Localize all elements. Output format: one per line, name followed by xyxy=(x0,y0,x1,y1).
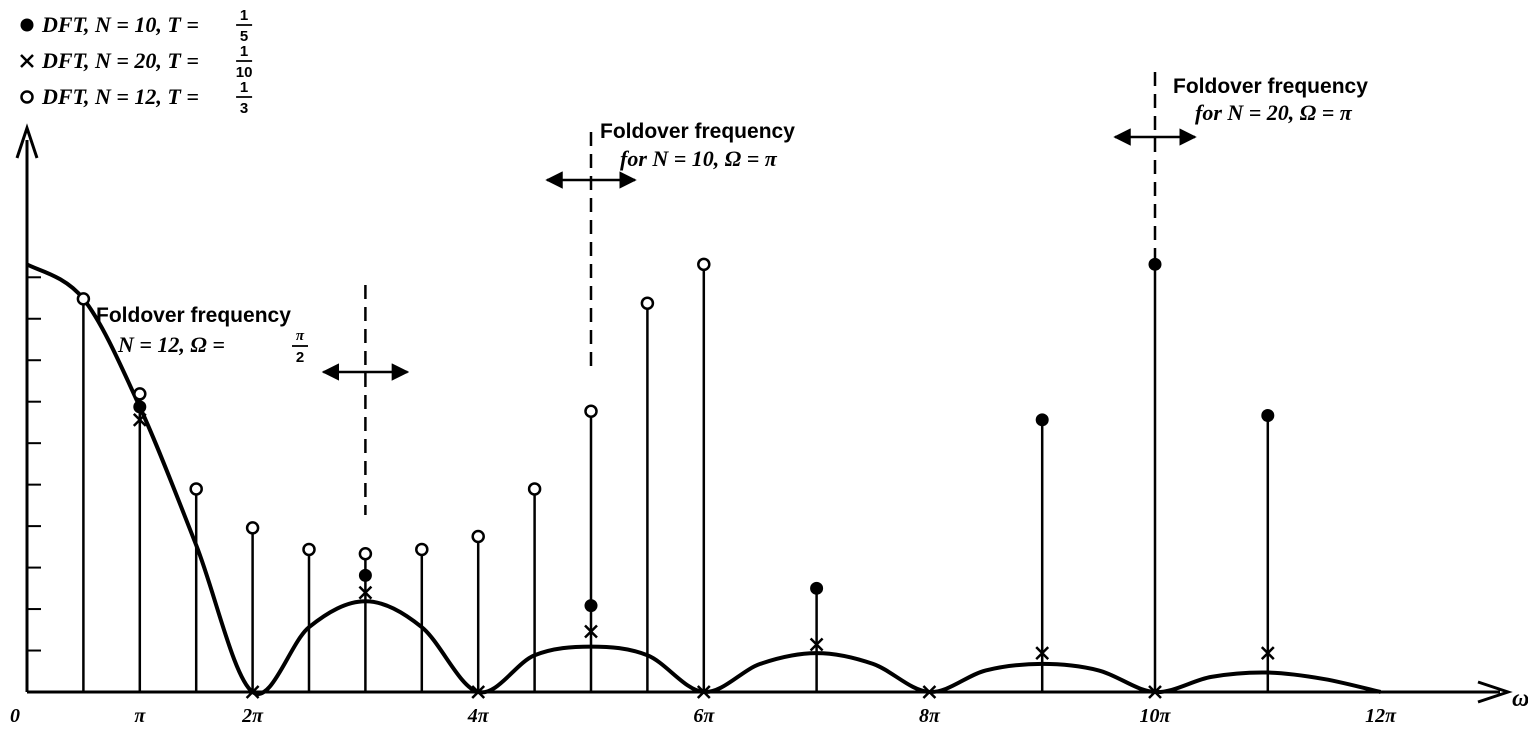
open-circle-point xyxy=(358,547,373,561)
cross-point-stroke xyxy=(1148,685,1162,699)
cross-point xyxy=(1260,646,1275,661)
filled-circle-point xyxy=(1261,409,1275,423)
cross-point xyxy=(584,624,598,639)
legend-frac-num: 1 xyxy=(240,43,248,60)
foldover-n12-label-1: Foldover frequency xyxy=(96,304,291,327)
continuous-curve xyxy=(25,262,1382,696)
legend-frac-den: 5 xyxy=(240,28,248,45)
foldover-n12-label-2: N = 12, Ω = xyxy=(117,332,225,357)
x-tick-label: 2π xyxy=(241,705,264,727)
stems xyxy=(82,264,1270,692)
foldover-n10-label-2: for N = 10, Ω = π xyxy=(620,146,778,171)
foldover-n12-frac-den: 2 xyxy=(296,349,304,366)
filled-circle-point xyxy=(133,400,147,414)
legend-frac-num: 1 xyxy=(240,7,248,24)
x-tick-label: 6π xyxy=(693,705,715,727)
cross-point xyxy=(245,685,260,699)
legend-label: DFT, N = 20, T = xyxy=(41,48,199,73)
foldover-n20-label-1: Foldover frequency xyxy=(1173,75,1368,98)
open-circle-point xyxy=(133,387,147,401)
filled-circle-point xyxy=(584,599,598,613)
cross-point xyxy=(1148,685,1162,699)
cross-point-stroke xyxy=(696,685,711,699)
cross-point-stroke xyxy=(471,685,486,699)
x-axis-arrow xyxy=(1477,680,1513,704)
open-circle-point xyxy=(415,542,429,557)
cross-point xyxy=(922,685,937,699)
x-tick-label: π xyxy=(134,705,146,727)
open-circle-point xyxy=(527,482,542,496)
foldover-n10-label-1: Foldover frequency xyxy=(600,120,795,143)
curve-path xyxy=(25,262,1382,696)
x-tick-label: 12π xyxy=(1365,705,1397,727)
markers xyxy=(76,257,1275,699)
open-circle-point xyxy=(76,292,91,306)
open-circle-point xyxy=(245,521,260,535)
cross-point-stroke xyxy=(358,585,373,600)
cross-point-stroke xyxy=(922,685,937,699)
cross-point xyxy=(358,585,373,600)
open-circle-point xyxy=(584,404,598,418)
y-ticks xyxy=(27,276,41,652)
legend-frac-den: 10 xyxy=(236,64,253,81)
annotations: Foldover frequency N = 12, Ω = π 2 Foldover… xyxy=(96,72,1368,515)
filled-circle-point xyxy=(358,568,372,582)
legend-frac-num: 1 xyxy=(240,79,248,96)
cross-point xyxy=(471,685,486,699)
cross-point-stroke xyxy=(584,624,598,639)
legend-marker-filled-circle xyxy=(20,18,34,32)
legend-marker-open-circle xyxy=(20,90,34,104)
cross-point-stroke xyxy=(1035,646,1050,661)
open-circle-point xyxy=(471,529,485,544)
filled-circle-point xyxy=(810,581,824,595)
legend-marker-cross xyxy=(20,54,34,68)
cross-point xyxy=(132,412,147,427)
x-tick-label: 4π xyxy=(467,705,490,727)
cross-point xyxy=(809,637,824,652)
x-tick-label: 10π xyxy=(1140,705,1172,727)
legend-frac-den: 3 xyxy=(240,100,248,117)
x-axis-label: ω xyxy=(1512,686,1528,712)
legend-label: DFT, N = 10, T = xyxy=(41,12,199,37)
filled-circle-point xyxy=(1148,257,1162,271)
foldover-n20-label-2: for N = 20, Ω = π xyxy=(1195,100,1353,125)
open-circle-point xyxy=(697,257,711,272)
cross-point-stroke xyxy=(245,685,260,699)
open-circle-point xyxy=(302,542,316,557)
y-axis-arrow xyxy=(15,123,39,159)
x-tick-label: 0 xyxy=(10,705,20,727)
cross-point xyxy=(696,685,711,699)
cross-point xyxy=(1035,646,1050,661)
x-ticks: 0 π 2π 4π 6π 8π 10π 12π xyxy=(10,705,1397,727)
x-tick-label: 8π xyxy=(919,705,941,727)
legend-marker-cross-stroke xyxy=(20,54,34,68)
open-circle-point xyxy=(640,296,655,310)
foldover-n12-frac-num: π xyxy=(296,328,305,344)
open-circle-point xyxy=(189,482,203,496)
cross-point-stroke xyxy=(1260,646,1275,661)
filled-circle-point xyxy=(1035,413,1049,427)
legend-label: DFT, N = 12, T = xyxy=(41,84,199,109)
cross-point-stroke xyxy=(809,637,824,652)
cross-point-stroke xyxy=(132,412,147,427)
